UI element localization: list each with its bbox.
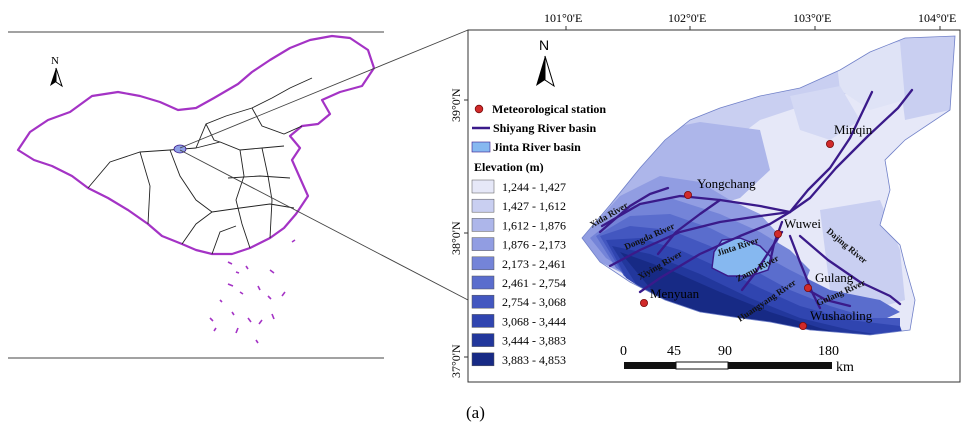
station-markers xyxy=(640,139,835,330)
station-dot-minqin xyxy=(826,139,835,148)
legend-class-label-0: 1,244 - 1,427 xyxy=(502,180,566,194)
legend-class-label-7: 3,068 - 3,444 xyxy=(502,314,566,328)
place-labels: Minqin Yongchang Wuwei Gulang Menyuan Wu… xyxy=(650,122,873,323)
legend-class-label-9: 3,883 - 4,853 xyxy=(502,353,566,367)
river-jinta xyxy=(768,220,784,264)
place-label-wuwei: Wuwei xyxy=(784,216,821,231)
lon-tick-101: 101°0'E xyxy=(544,11,582,25)
river-main-north-b xyxy=(788,88,914,214)
south-china-sea-islands xyxy=(209,239,296,344)
legend-class-label-5: 2,461 - 2,754 xyxy=(502,276,566,290)
river-main-north-a xyxy=(788,90,874,214)
river-xida-upper xyxy=(598,186,670,234)
legend-class-label-4: 2,173 - 2,461 xyxy=(502,257,566,271)
basin-north-label: N xyxy=(539,37,549,53)
scale-label-90: 90 xyxy=(718,344,732,359)
scale-label-180: 180 xyxy=(818,344,839,359)
zoom-connector-bottom xyxy=(179,149,469,301)
china-border xyxy=(16,34,376,256)
legend-jinta-symbol xyxy=(471,141,491,153)
station-dot-wushaoling xyxy=(799,321,808,330)
legend-station-symbol xyxy=(474,104,484,114)
legend-station-label: Meteorological station xyxy=(492,102,606,116)
lat-tick-37: 37°0'N xyxy=(449,344,463,378)
legend-elevation-title: Elevation (m) xyxy=(474,160,544,174)
basin-north-arrow-icon xyxy=(536,55,555,88)
legend-swatch-2 xyxy=(471,218,495,232)
china-north-label: N xyxy=(51,55,59,67)
scale-label-45: 45 xyxy=(667,344,681,359)
legend-swatch-7 xyxy=(471,314,495,328)
legend-swatch-1 xyxy=(471,198,495,213)
longitude-labels: 101°0'E 102°0'E 103°0'E 104°0'E xyxy=(544,11,956,25)
river-xiying xyxy=(638,210,792,294)
province-boundaries xyxy=(87,77,313,255)
lon-tick-102: 102°0'E xyxy=(668,11,706,25)
lat-tick-39: 39°0'N xyxy=(449,88,463,122)
latitude-labels: 39°0'N 38°0'N 37°0'N xyxy=(449,88,463,378)
station-dot-gulang xyxy=(804,283,813,292)
place-label-minqin: Minqin xyxy=(834,122,873,137)
legend: Meteorological station Shiyang River bas… xyxy=(471,102,606,367)
station-dot-yongchang xyxy=(684,190,693,199)
basin-map-panel: N 101°0'E 102°0'E 103°0'E 104°0'E 39°0'N… xyxy=(449,11,961,383)
longitude-tick-marks xyxy=(565,26,941,30)
legend-swatch-5 xyxy=(471,275,495,290)
zoom-connector-top xyxy=(179,29,469,149)
station-dot-menyuan xyxy=(640,298,649,307)
river-network xyxy=(598,88,914,310)
china-map-panel: N xyxy=(8,29,469,359)
latitude-tick-marks xyxy=(464,99,468,358)
legend-swatch-4 xyxy=(471,256,495,271)
scale-unit: km xyxy=(836,360,854,375)
place-label-gulang: Gulang xyxy=(815,270,854,285)
legend-class-label-8: 3,444 - 3,883 xyxy=(502,334,566,348)
river-dongda-branch xyxy=(656,198,722,256)
legend-swatch-9 xyxy=(471,352,495,367)
basin-outline xyxy=(581,35,956,336)
place-label-menyuan: Menyuan xyxy=(650,286,700,301)
river-xida xyxy=(600,194,792,228)
river-huangyang xyxy=(788,234,822,310)
legend-jinta-label: Jinta River basin xyxy=(493,140,581,154)
north-arrow-icon xyxy=(50,67,63,88)
scale-label-0: 0 xyxy=(620,344,627,359)
legend-elevation-classes: 1,244 - 1,427 1,427 - 1,612 1,612 - 1,876 1… xyxy=(471,179,566,367)
river-gulang xyxy=(806,288,852,308)
legend-class-label-3: 1,876 - 2,173 xyxy=(502,238,566,252)
river-dajing xyxy=(798,234,902,306)
legend-class-label-1: 1,427 - 1,612 xyxy=(502,199,566,213)
lat-tick-38: 38°0'N xyxy=(449,221,463,255)
river-dongda xyxy=(608,210,792,268)
legend-shiyang-label: Shiyang River basin xyxy=(493,121,596,135)
station-dot-wuwei xyxy=(774,229,783,238)
lon-tick-103: 103°0'E xyxy=(793,11,831,25)
legend-swatch-6 xyxy=(471,294,495,309)
place-label-yongchang: Yongchang xyxy=(697,176,756,191)
scale-bar: 0 45 90 180 km xyxy=(620,344,854,375)
legend-swatch-3 xyxy=(471,237,495,251)
place-label-wushaoling: Wushaoling xyxy=(810,308,873,323)
legend-swatch-8 xyxy=(471,333,495,347)
legend-class-label-2: 1,612 - 1,876 xyxy=(502,218,566,232)
figure-caption: (a) xyxy=(466,403,485,422)
legend-class-label-6: 2,754 - 3,068 xyxy=(502,295,566,309)
legend-swatch-0 xyxy=(471,179,495,194)
lon-tick-104: 104°0'E xyxy=(918,11,956,25)
